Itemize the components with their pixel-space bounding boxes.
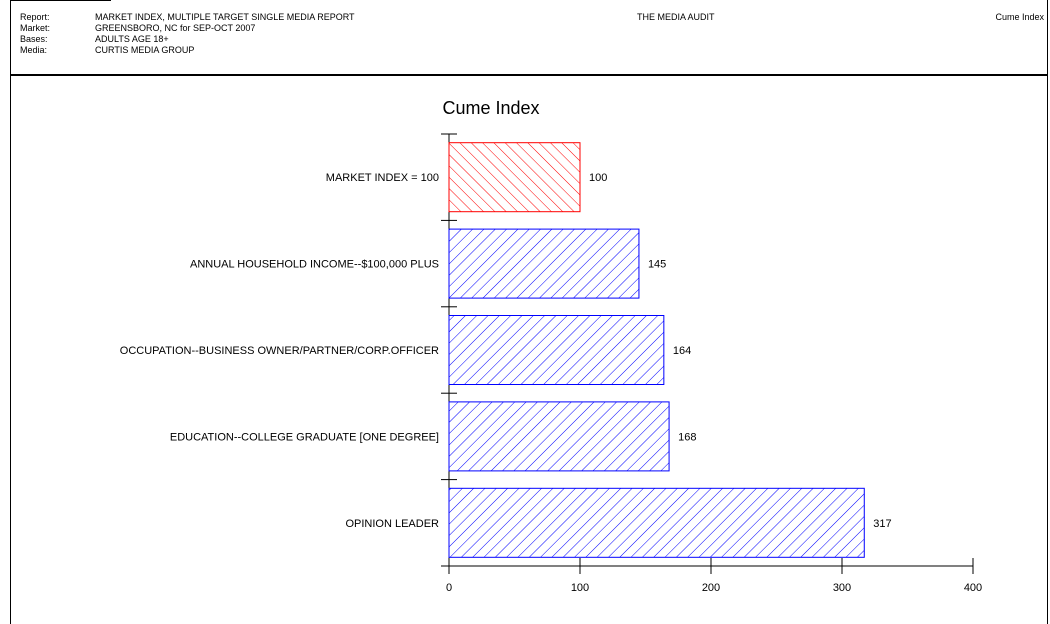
category-label: OPINION LEADER <box>345 518 439 530</box>
bar-value-label: 164 <box>673 345 691 357</box>
frame-top-edge <box>10 0 111 1</box>
bases-label: Bases: <box>20 34 48 44</box>
report-label: Report: <box>20 12 50 22</box>
bar <box>448 487 865 558</box>
bar-value-label: 100 <box>589 172 607 184</box>
bar <box>448 228 640 299</box>
x-tick-label: 0 <box>446 582 452 594</box>
bases-value: ADULTS AGE 18+ <box>95 34 169 44</box>
report-type-title: Cume Index <box>995 12 1044 22</box>
frame-right-edge <box>1047 0 1048 624</box>
header-divider <box>10 74 1048 76</box>
category-label: EDUCATION--COLLEGE GRADUATE [ONE DEGREE] <box>170 431 439 443</box>
chart-title: Cume Index <box>442 98 539 118</box>
bar <box>448 142 581 213</box>
bar-chart: Cume Index 0 100 200 300 400 100 MARKET INDEX … <box>120 98 982 594</box>
bar <box>448 315 665 385</box>
frame-left-edge <box>10 0 11 624</box>
category-label: MARKET INDEX = 100 <box>326 172 439 184</box>
x-tick-label: 100 <box>571 582 589 594</box>
media-label: Media: <box>20 45 48 55</box>
bar-value-label: 168 <box>678 431 696 443</box>
bar <box>448 401 670 472</box>
category-label: ANNUAL HOUSEHOLD INCOME--$100,000 PLUS <box>190 259 439 271</box>
bar-value-label: 317 <box>873 518 891 530</box>
media-value: CURTIS MEDIA GROUP <box>95 45 195 55</box>
bar-value-label: 145 <box>648 259 666 271</box>
category-label: OCCUPATION--BUSINESS OWNER/PARTNER/CORP.… <box>120 345 439 357</box>
report-source-title: THE MEDIA AUDIT <box>637 12 715 22</box>
market-label: Market: <box>20 23 51 33</box>
market-value: GREENSBORO, NC for SEP-OCT 2007 <box>95 23 256 33</box>
report-value: MARKET INDEX, MULTIPLE TARGET SINGLE MED… <box>95 12 355 22</box>
x-tick-label: 200 <box>702 582 720 594</box>
x-tick-label: 400 <box>964 582 982 594</box>
x-tick-label: 300 <box>833 582 851 594</box>
